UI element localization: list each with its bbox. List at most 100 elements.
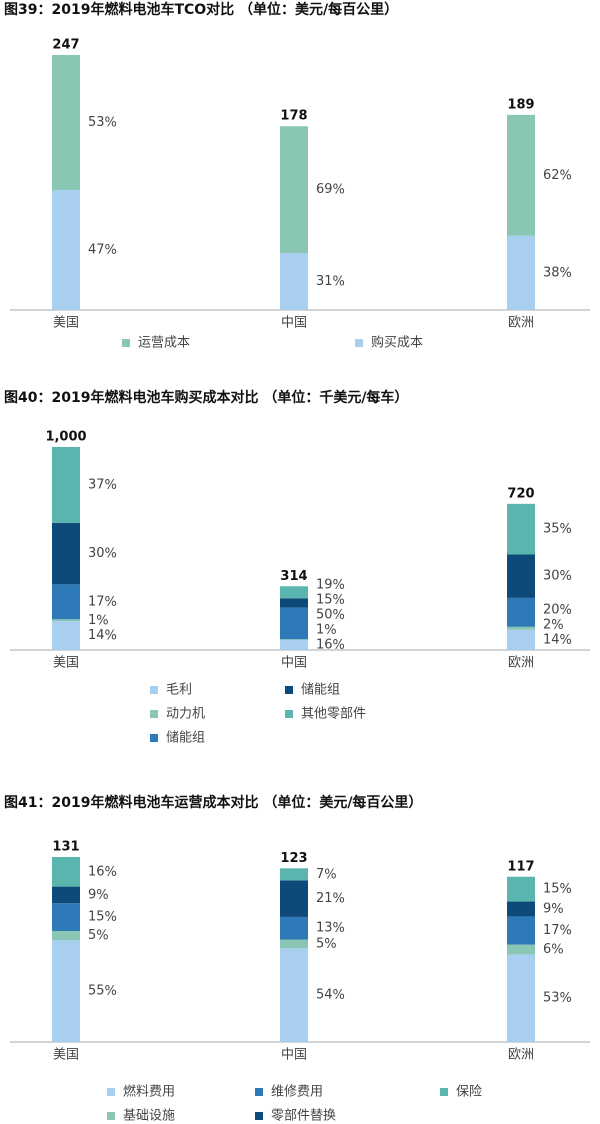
value-label: 53% bbox=[543, 991, 572, 1006]
bar-segment bbox=[280, 253, 308, 310]
x-tick-label: 美国 bbox=[53, 1048, 79, 1063]
bar-segment bbox=[52, 857, 80, 887]
legend-swatch bbox=[355, 339, 363, 347]
x-tick-label: 中国 bbox=[281, 1048, 307, 1063]
value-label: 62% bbox=[543, 168, 572, 183]
value-label: 13% bbox=[316, 921, 345, 936]
value-label: 53% bbox=[88, 115, 117, 130]
total-label: 178 bbox=[280, 109, 307, 124]
bar-segment bbox=[52, 619, 80, 622]
value-label: 31% bbox=[316, 274, 345, 289]
value-label: 19% bbox=[316, 577, 345, 592]
x-tick-label: 美国 bbox=[53, 316, 79, 331]
value-label: 16% bbox=[316, 637, 345, 652]
total-label: 189 bbox=[507, 97, 534, 112]
value-label: 21% bbox=[316, 891, 345, 906]
bar-segment bbox=[507, 554, 535, 598]
value-label: 50% bbox=[316, 607, 345, 622]
bar-segment bbox=[507, 503, 535, 555]
legend-swatch bbox=[107, 1112, 115, 1120]
bar-segment bbox=[52, 522, 80, 585]
legend-swatch bbox=[150, 734, 158, 742]
value-label: 17% bbox=[543, 923, 572, 938]
value-label: 1% bbox=[316, 622, 337, 637]
legend-label: 储能组 bbox=[166, 731, 205, 746]
x-tick-label: 欧洲 bbox=[508, 656, 534, 671]
bar-segment bbox=[280, 948, 308, 1042]
legend-label: 燃料费用 bbox=[123, 1084, 175, 1100]
legend-label: 基础设施 bbox=[123, 1109, 175, 1124]
legend-swatch bbox=[255, 1088, 263, 1096]
value-label: 37% bbox=[88, 477, 117, 492]
total-label: 117 bbox=[507, 859, 534, 874]
x-tick-label: 美国 bbox=[53, 656, 79, 671]
bar-segment bbox=[507, 597, 535, 627]
legend-label: 动力机 bbox=[166, 707, 205, 722]
value-label: 6% bbox=[543, 942, 564, 957]
bar-segment bbox=[507, 235, 535, 310]
x-tick-label: 中国 bbox=[281, 656, 307, 671]
value-label: 54% bbox=[316, 988, 345, 1003]
bar-segment bbox=[280, 939, 308, 949]
bar-segment bbox=[507, 629, 535, 650]
bar-segment bbox=[52, 931, 80, 941]
bar-segment bbox=[52, 190, 80, 310]
value-label: 14% bbox=[88, 628, 117, 643]
legend-swatch bbox=[150, 686, 158, 694]
value-label: 15% bbox=[88, 910, 117, 925]
value-label: 30% bbox=[88, 546, 117, 561]
bar-segment bbox=[507, 626, 535, 630]
bar-segment bbox=[280, 916, 308, 940]
x-tick-label: 欧洲 bbox=[508, 316, 534, 331]
chart-title: 图41：2019年燃料电池车运营成本对比 （单位：美元/每百公里） bbox=[4, 794, 422, 811]
value-label: 15% bbox=[316, 592, 345, 607]
value-label: 9% bbox=[88, 887, 109, 902]
bar-segment bbox=[280, 126, 308, 254]
bar-segment bbox=[280, 607, 308, 640]
bar-segment bbox=[52, 886, 80, 904]
bar-segment bbox=[280, 598, 308, 608]
x-tick-label: 欧洲 bbox=[508, 1048, 534, 1063]
bar-segment bbox=[52, 621, 80, 650]
bar-segment bbox=[507, 901, 535, 917]
total-label: 123 bbox=[280, 851, 307, 866]
bar-segment bbox=[507, 954, 535, 1042]
legend-label: 储能组 bbox=[301, 683, 340, 698]
value-label: 5% bbox=[88, 928, 109, 943]
legend-label: 运营成本 bbox=[138, 336, 190, 351]
legend-label: 维修费用 bbox=[271, 1085, 323, 1100]
total-label: 314 bbox=[280, 569, 307, 584]
value-label: 69% bbox=[316, 182, 345, 197]
total-label: 131 bbox=[52, 840, 79, 855]
value-label: 47% bbox=[88, 243, 117, 258]
legend-label: 其他零部件 bbox=[301, 707, 366, 722]
value-label: 38% bbox=[543, 265, 572, 280]
bar-segment bbox=[280, 586, 308, 599]
value-label: 55% bbox=[88, 984, 117, 999]
value-label: 1% bbox=[88, 613, 109, 628]
legend-label: 保险 bbox=[456, 1085, 482, 1100]
value-label: 14% bbox=[543, 632, 572, 647]
value-label: 9% bbox=[543, 901, 564, 916]
bar-segment bbox=[280, 868, 308, 881]
legend-swatch bbox=[107, 1088, 115, 1096]
total-label: 247 bbox=[52, 38, 79, 53]
chart-title: 图40：2019年燃料电池车购买成本对比 （单位：千美元/每车） bbox=[4, 389, 408, 406]
bar-segment bbox=[280, 639, 308, 640]
legend-label: 毛利 bbox=[166, 683, 192, 698]
value-label: 2% bbox=[543, 617, 564, 632]
legend-swatch bbox=[122, 339, 130, 347]
bar-segment bbox=[507, 944, 535, 955]
bar-segment bbox=[507, 876, 535, 902]
legend-swatch bbox=[285, 710, 293, 718]
bar-segment bbox=[507, 916, 535, 945]
legend-swatch bbox=[285, 686, 293, 694]
x-tick-label: 中国 bbox=[281, 316, 307, 331]
value-label: 17% bbox=[88, 594, 117, 609]
legend-swatch bbox=[255, 1112, 263, 1120]
bar-segment bbox=[52, 584, 80, 620]
value-label: 20% bbox=[543, 602, 572, 617]
legend-label: 购买成本 bbox=[371, 335, 423, 351]
value-label: 7% bbox=[316, 867, 337, 882]
